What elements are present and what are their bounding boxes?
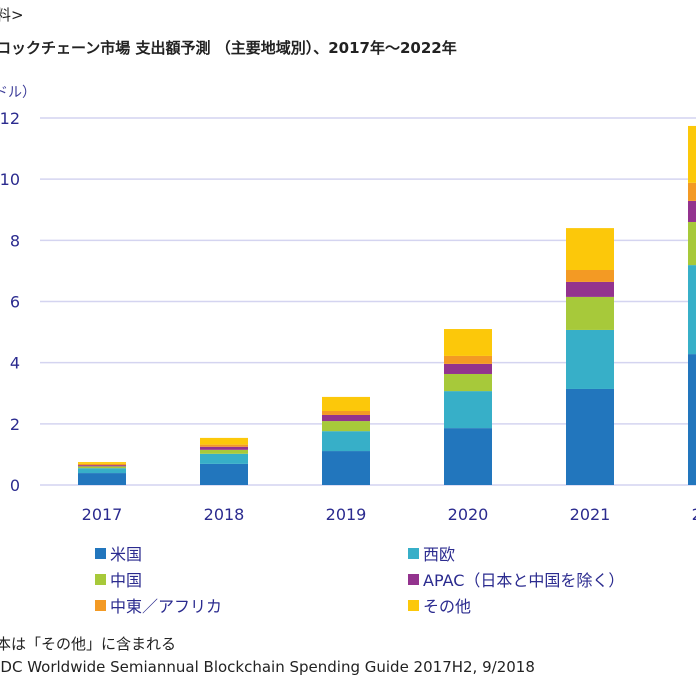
legend-swatch <box>95 573 106 585</box>
bar-segment <box>444 329 492 356</box>
legend-swatch <box>95 599 106 611</box>
bar-segment <box>78 462 126 464</box>
x-tick-label: 2020 <box>448 505 489 524</box>
bar-segment <box>200 463 248 485</box>
bar-segment <box>322 410 370 415</box>
x-tick-label: 2019 <box>326 505 367 524</box>
y-tick-label: 8 <box>10 231 20 250</box>
legend-label: 中東／アフリカ <box>110 597 223 616</box>
bar-segment <box>566 281 614 297</box>
legend-swatch <box>408 547 419 559</box>
legend-item-other: その他 <box>408 593 471 617</box>
legend-swatch <box>408 599 419 611</box>
legend-item-us: 米国 <box>95 541 142 565</box>
x-tick-label: 2022 <box>692 505 696 524</box>
x-tick-label: 2017 <box>82 505 123 524</box>
bar-segment <box>78 468 126 474</box>
legend-label: 米国 <box>110 545 143 564</box>
bar-segment <box>322 421 370 432</box>
y-tick-label: 6 <box>10 293 20 312</box>
x-tick-label: 2018 <box>204 505 245 524</box>
bar-segment <box>688 221 696 266</box>
legend-item-china: 中国 <box>95 567 142 591</box>
footnote: 本は「その他」に含まれる <box>0 635 177 653</box>
legend-swatch <box>408 573 419 585</box>
y-tick-label: 12 <box>0 109 20 128</box>
bar-segment <box>566 388 614 485</box>
bar-segment <box>200 449 248 454</box>
bar-segment <box>78 466 126 469</box>
bar-segment <box>200 453 248 464</box>
bar-segment <box>322 414 370 422</box>
y-tick-label: 10 <box>0 170 20 189</box>
bar-segment <box>688 265 696 355</box>
y-axis-unit: ドル） <box>0 85 36 101</box>
bar-segment <box>200 444 248 447</box>
bar-segment <box>688 200 696 222</box>
bar-segment <box>322 451 370 485</box>
y-tick-label: 2 <box>10 415 20 434</box>
y-tick-label: 4 <box>10 354 20 373</box>
legend-label: 西欧 <box>423 545 456 564</box>
bar-segment <box>200 437 248 445</box>
legend-label: 中国 <box>110 571 143 590</box>
legend-item-mea: 中東／アフリカ <box>95 593 222 617</box>
bar-segment <box>688 182 696 201</box>
bar-segment <box>566 228 614 270</box>
bar-segment <box>688 125 696 183</box>
bar-segment <box>78 473 126 485</box>
bar-segment <box>566 269 614 282</box>
source-note: IDC Worldwide Semiannual Blockchain Spen… <box>0 658 535 676</box>
x-tick-label: 2021 <box>570 505 611 524</box>
bar-segment <box>78 463 126 466</box>
header-label: 料> <box>0 6 24 24</box>
legend-item-apac: APAC（日本と中国を除く） <box>408 567 624 591</box>
legend-label: その他 <box>423 597 472 616</box>
y-tick-label: 0 <box>10 476 20 495</box>
bar-segment <box>444 428 492 485</box>
bar-segment <box>78 465 126 467</box>
chart-title: ロックチェーン市場 支出額予測 （主要地域別）、2017年～2022年 <box>0 39 457 57</box>
bar-segment <box>444 373 492 392</box>
bar-segment <box>566 296 614 330</box>
bar-segment <box>566 329 614 389</box>
bar-segment <box>200 446 248 450</box>
legend-item-western-europe: 西欧 <box>408 541 455 565</box>
bar-segment <box>322 431 370 452</box>
legend-swatch <box>95 547 106 559</box>
bar-segment <box>444 391 492 429</box>
bar-segment <box>444 363 492 374</box>
bar-segment <box>688 354 696 485</box>
legend-label: APAC（日本と中国を除く） <box>423 571 625 590</box>
bar-segment <box>322 396 370 411</box>
bar-segment <box>444 355 492 364</box>
